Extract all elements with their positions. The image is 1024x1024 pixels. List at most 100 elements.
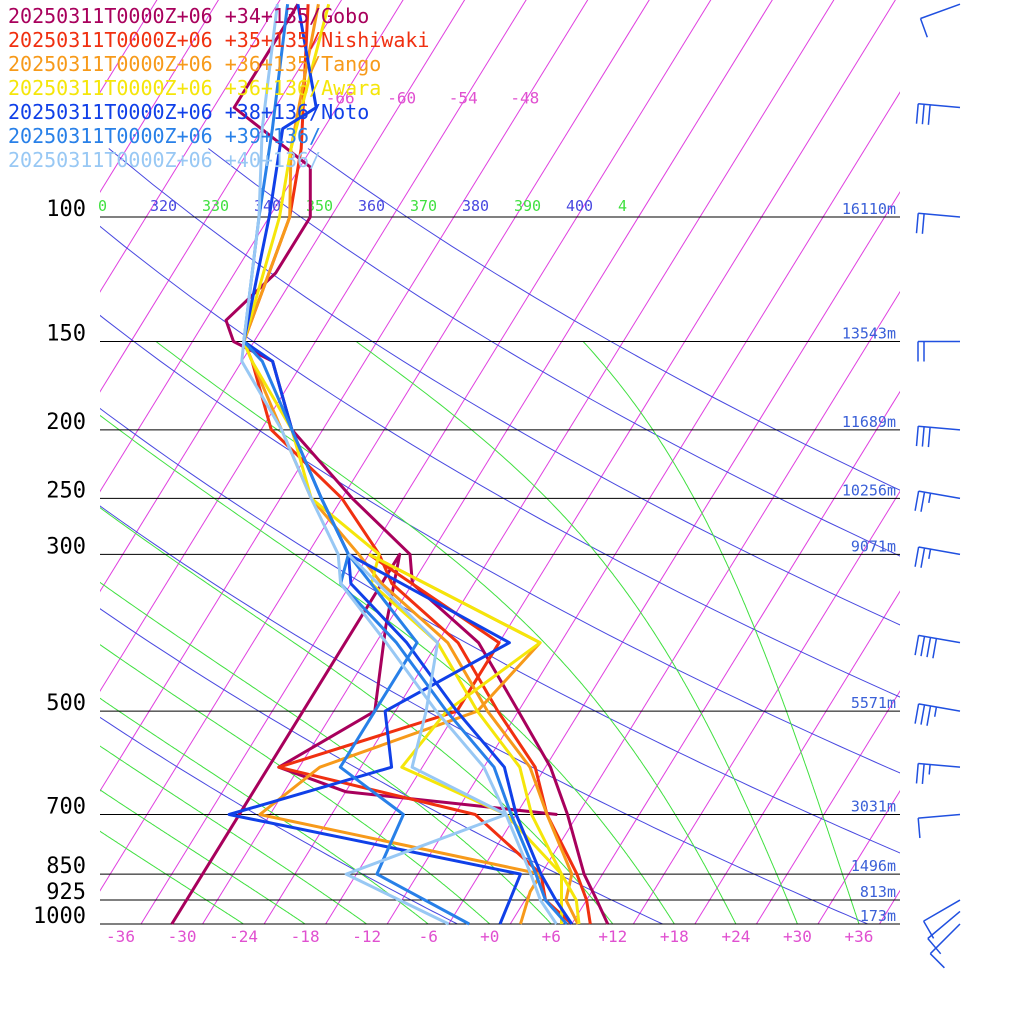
wind-barb: [915, 762, 961, 784]
temperature-line: [242, 3, 580, 925]
profile-lines: [170, 3, 610, 926]
theta-label: 400: [566, 197, 593, 215]
legend-entry: 20250311T0000Z+06 +39+136/: [8, 124, 322, 148]
dewpoint-line: [344, 553, 508, 926]
pressure-label: 500: [46, 691, 86, 716]
legend-entry: 20250311T0000Z+06 +38+136/Noto: [8, 100, 370, 124]
height-label: 10256m: [842, 481, 896, 499]
pressure-label: 1000: [33, 904, 86, 929]
isotherm-line: [263, 0, 835, 924]
isotherm-line: [386, 91, 900, 924]
upper-isotherm-label: -66: [326, 89, 355, 108]
upper-isotherm-labels: -66 -60 -54 -48: [326, 89, 540, 108]
theta-label: 350: [306, 197, 333, 215]
legend-entry: 20250311T0000Z+06 +40+136/: [8, 148, 322, 172]
moist-adiabat-line: [100, 789, 306, 924]
height-labels: 16110m 13543m 11689m 10256m 9071m 5571m 3031m 1…: [842, 200, 896, 925]
upper-isotherm-label: -48: [510, 89, 539, 108]
isotherm-line: [817, 789, 900, 924]
legend-entry: 20250311T0000Z+06 +35+135/Nishiwaki: [8, 28, 430, 52]
pressure-label: 925: [46, 880, 86, 905]
wind-barb: [927, 910, 961, 955]
pressure-label: 850: [46, 854, 86, 879]
dry-adiabat-line: [208, 148, 900, 557]
moist-adiabat-line: [100, 697, 429, 924]
temperature-tick-label: -24: [229, 927, 258, 946]
theta-label: 330: [202, 197, 229, 215]
pressure-label: 700: [46, 794, 86, 819]
wind-barb: [917, 340, 961, 362]
legend-entry: 20250311T0000Z+06 +36+136/Awara: [8, 76, 382, 100]
moist-adiabat-line: [100, 745, 367, 924]
temperature-tick-label: +30: [783, 927, 812, 946]
isotherm-line: [571, 390, 900, 924]
moist-adiabat-line: [155, 341, 737, 924]
height-label: 5571m: [851, 694, 896, 712]
theta-label: 360: [358, 197, 385, 215]
theta-label: 390: [514, 197, 541, 215]
isotherm-line: [325, 0, 896, 924]
wind-barb: [914, 546, 961, 568]
height-label: 173m: [860, 907, 896, 925]
dry-adiabat-line: [307, 148, 900, 491]
wind-barb: [915, 212, 961, 234]
pressure-label: 200: [46, 410, 86, 435]
isotherm-line: [202, 0, 773, 924]
isotherm-line: [100, 0, 466, 593]
wind-barb: [914, 634, 961, 659]
pressure-label: 100: [46, 197, 86, 222]
pressure-label: 250: [46, 478, 86, 503]
isotherm-line: [632, 490, 900, 924]
moist-adiabat-line: [582, 341, 860, 924]
dry-adiabat-line: [108, 148, 900, 626]
dry-adiabat-line: [100, 407, 900, 854]
wind-barb: [914, 490, 961, 512]
wind-barb: [915, 425, 961, 448]
moist-adiabat-line: [100, 507, 614, 924]
temperature-tick-label: +36: [845, 927, 874, 946]
wind-barb: [915, 103, 961, 125]
temperature-tick-label: -36: [106, 927, 135, 946]
theta-label: 4: [618, 197, 627, 215]
isotherm-line: [509, 290, 900, 924]
temperature-tick-label: +6: [542, 927, 561, 946]
isotherm-line: [755, 690, 900, 924]
moist-adiabat-line: [100, 830, 244, 924]
pressure-label: 300: [46, 534, 86, 559]
height-label: 9071m: [851, 537, 896, 555]
temperature-tick-label: -6: [419, 927, 438, 946]
temperature-tick-label: +18: [660, 927, 689, 946]
legend: 20250311T0000Z+06 +34+135/Gobo 20250311T0…: [8, 4, 429, 172]
isotherm-line: [100, 0, 650, 892]
moist-adiabat-line: [100, 644, 491, 924]
wind-barb: [922, 899, 961, 939]
height-label: 3031m: [851, 797, 896, 815]
isotherm-line: [100, 0, 527, 693]
dewpoint-line: [338, 553, 470, 926]
legend-entry: 20250311T0000Z+06 +36+135/Tango: [8, 52, 382, 76]
upper-isotherm-label: -60: [387, 89, 416, 108]
height-label: 813m: [860, 883, 896, 901]
temperature-tick-label: -30: [168, 927, 197, 946]
theta-labels: 0 320 330 340 350 360 370 380 390 400 4: [98, 197, 627, 215]
isotherm-lines: [100, 0, 900, 924]
isotherm-line: [100, 0, 219, 193]
legend-entry: 20250311T0000Z+06 +34+135/Gobo: [8, 4, 370, 28]
height-label: 13543m: [842, 324, 896, 342]
theta-label: 380: [462, 197, 489, 215]
temperature-line: [240, 4, 558, 925]
dry-adiabat-line: [100, 608, 663, 924]
isotherm-line: [694, 590, 900, 924]
moist-adiabat-line: [355, 341, 798, 924]
height-label: 11689m: [842, 413, 896, 431]
dewpoint-line: [258, 552, 543, 925]
isotherm-line: [100, 0, 589, 792]
dry-adiabat-line: [100, 505, 868, 924]
temperature-tick-label: +12: [598, 927, 627, 946]
wind-barb: [914, 703, 961, 726]
moist-adiabat-line: [100, 581, 552, 924]
isotherm-line: [100, 0, 404, 493]
height-label: 16110m: [842, 200, 896, 218]
